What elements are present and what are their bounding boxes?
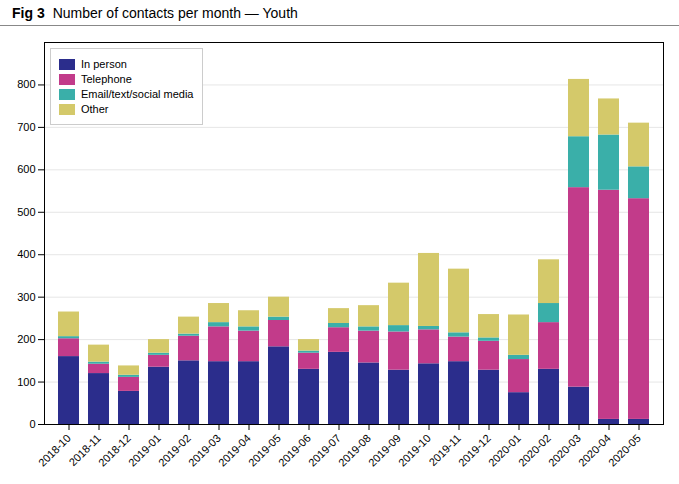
svg-text:2019-04: 2019-04 <box>216 432 253 469</box>
svg-text:700: 700 <box>17 121 35 133</box>
svg-text:2019-07: 2019-07 <box>306 432 343 469</box>
svg-text:500: 500 <box>17 206 35 218</box>
svg-text:2018-11: 2018-11 <box>66 431 103 469</box>
svg-text:2019-06: 2019-06 <box>276 432 313 469</box>
svg-text:2019-02: 2019-02 <box>156 432 193 469</box>
svg-text:0: 0 <box>29 418 35 430</box>
svg-text:2019-12: 2019-12 <box>456 432 493 469</box>
html-text:Telephone: Telephone <box>81 73 132 85</box>
svg-text:100: 100 <box>17 376 35 388</box>
svg-text:400: 400 <box>17 248 35 260</box>
svg-text:2019-03: 2019-03 <box>186 432 223 469</box>
svg-text:2019-09: 2019-09 <box>366 432 403 469</box>
svg-text:2018-12: 2018-12 <box>96 432 133 469</box>
svg-text:2019-10: 2019-10 <box>396 432 433 469</box>
svg-text:2020-05: 2020-05 <box>606 432 643 469</box>
html-text:Email/text/social media: Email/text/social media <box>81 88 194 100</box>
svg-text:2019-08: 2019-08 <box>336 432 373 469</box>
html-text:In person: In person <box>81 58 127 70</box>
svg-text:800: 800 <box>17 78 35 90</box>
svg-text:600: 600 <box>17 163 35 175</box>
svg-text:200: 200 <box>17 333 35 345</box>
html-text:Other: Other <box>81 103 109 115</box>
svg-text:2019-01: 2019-01 <box>126 432 163 469</box>
svg-text:2018-10: 2018-10 <box>36 432 73 469</box>
html-text:Number of contacts per month —: Number of contacts per month — Youth <box>52 5 298 21</box>
svg-text:2019-11: 2019-11 <box>426 431 463 469</box>
svg-text:2020-02: 2020-02 <box>516 432 553 469</box>
svg-text:300: 300 <box>17 291 35 303</box>
svg-text:2019-05: 2019-05 <box>246 432 283 469</box>
svg-text:2020-01: 2020-01 <box>486 432 523 469</box>
html-text:Fig 3: Fig 3 <box>12 5 45 21</box>
svg-text:2020-03: 2020-03 <box>546 432 583 469</box>
svg-text:2020-04: 2020-04 <box>576 432 613 469</box>
